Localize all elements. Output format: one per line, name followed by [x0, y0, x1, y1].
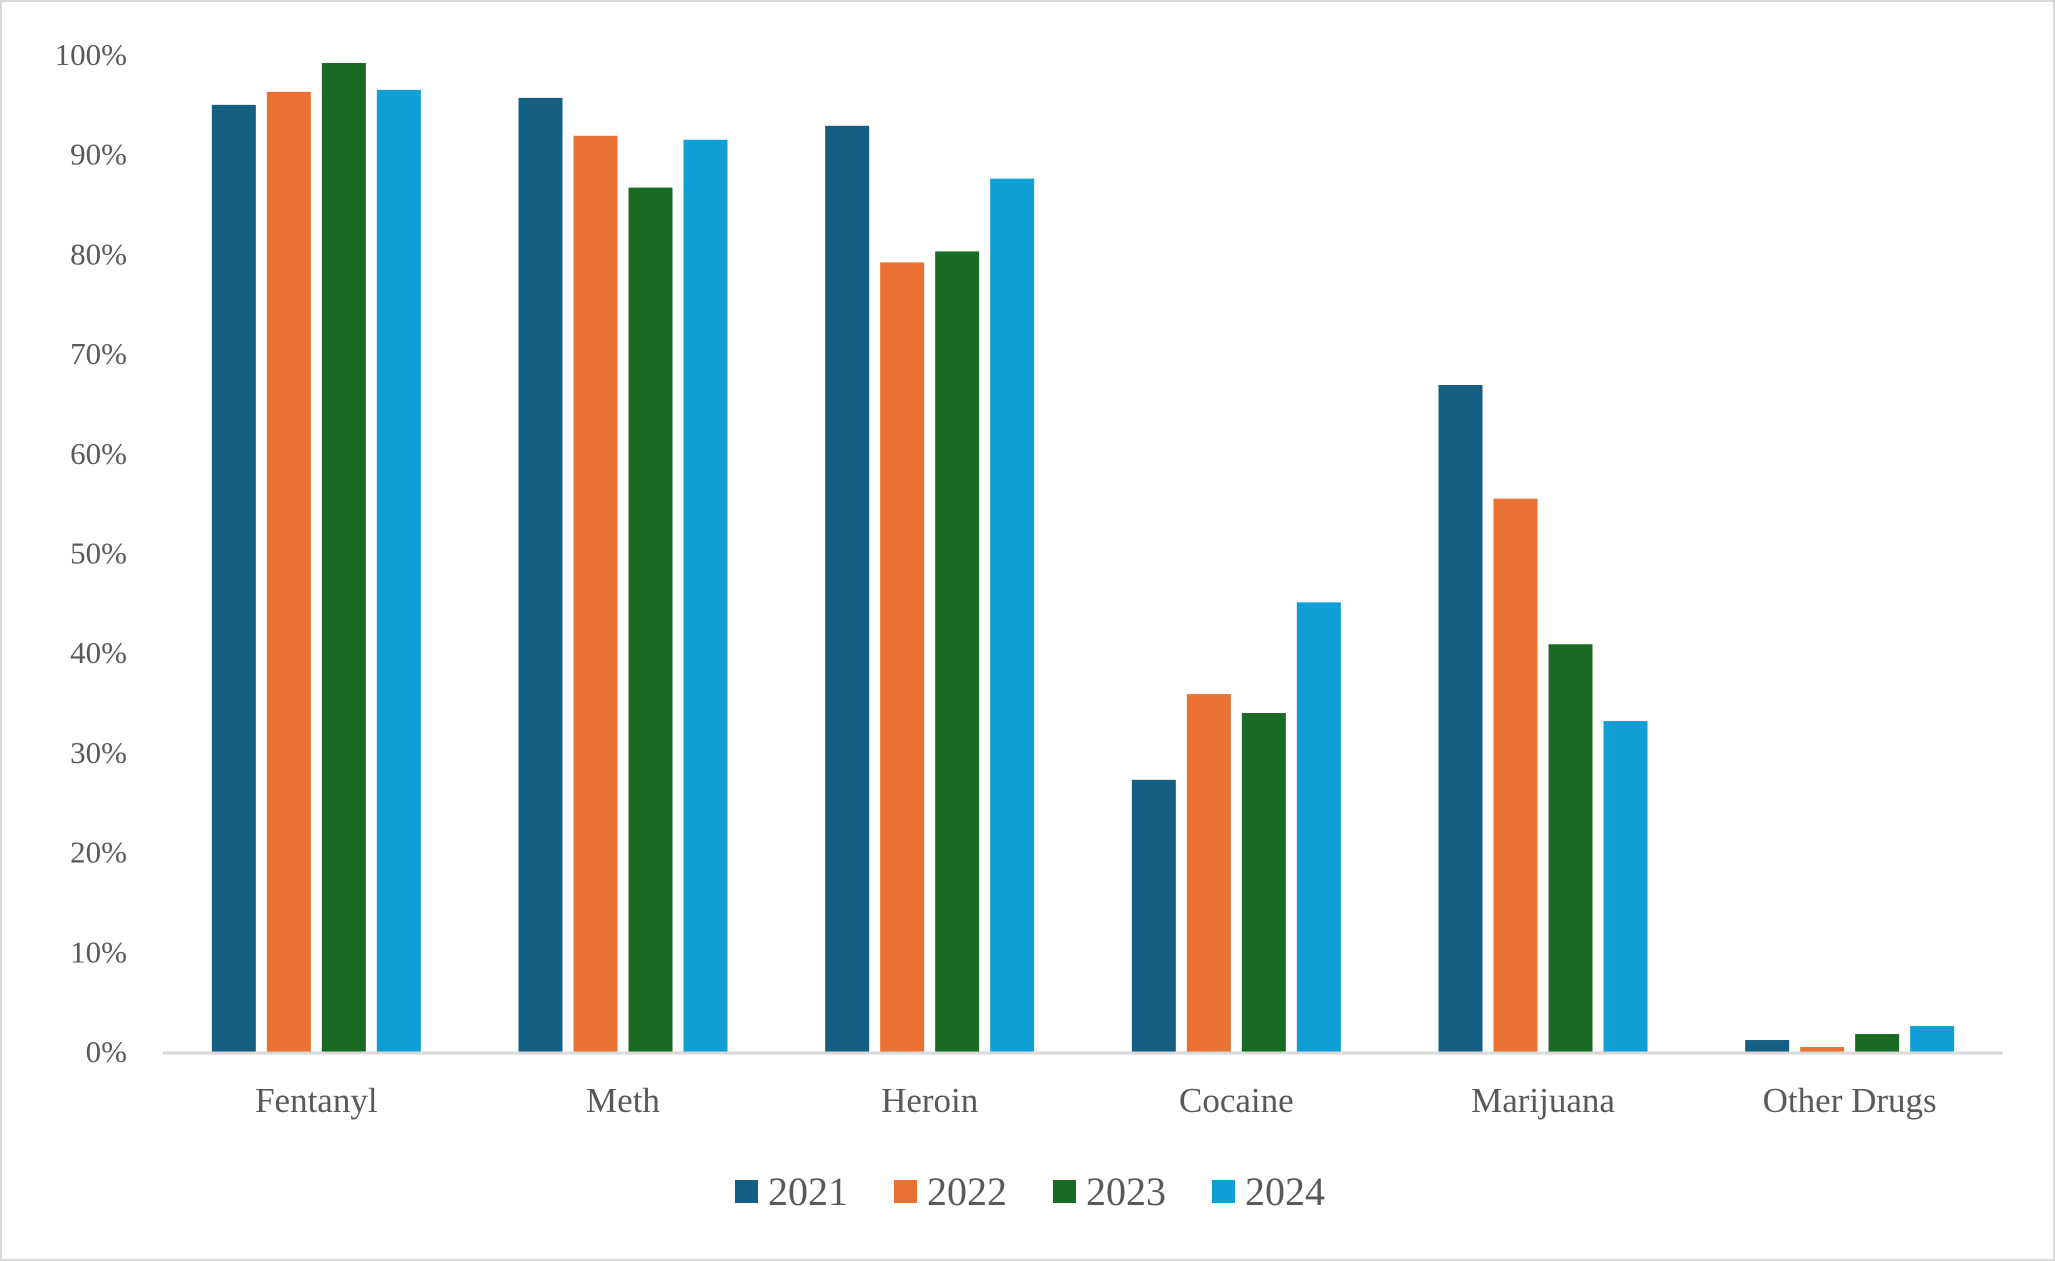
- bar-meth-2023: [628, 187, 673, 1052]
- legend-swatch-2021: [735, 1180, 758, 1203]
- bar-meth-2022: [573, 135, 618, 1052]
- legend-label-2023: 2023: [1086, 1169, 1166, 1214]
- bar-other-drugs-2021: [1745, 1040, 1790, 1052]
- y-tick-label: 100%: [55, 37, 127, 72]
- legend-swatch-2024: [1212, 1180, 1235, 1203]
- x-tick-label: Other Drugs: [1763, 1081, 1937, 1120]
- bar-cocaine-2022: [1186, 694, 1231, 1052]
- bar-meth-2021: [518, 97, 563, 1053]
- bar-fentanyl-2022: [266, 91, 311, 1053]
- y-tick-label: 0%: [86, 1034, 127, 1069]
- bar-meth-2024: [683, 139, 728, 1052]
- x-tick-label: Fentanyl: [255, 1081, 378, 1120]
- x-tick-label: Marijuana: [1471, 1081, 1615, 1120]
- legend-label-2024: 2024: [1245, 1169, 1325, 1214]
- bar-other-drugs-2022: [1800, 1047, 1845, 1052]
- bar-heroin-2023: [935, 251, 980, 1052]
- bar-heroin-2021: [825, 125, 870, 1053]
- bar-cocaine-2023: [1241, 713, 1286, 1052]
- y-tick-label: 50%: [70, 536, 127, 571]
- bar-fentanyl-2023: [321, 62, 366, 1052]
- bar-marijuana-2024: [1603, 720, 1648, 1052]
- y-tick-label: 10%: [70, 934, 127, 969]
- bar-heroin-2024: [990, 178, 1035, 1053]
- legend-label-2022: 2022: [927, 1169, 1007, 1214]
- bar-marijuana-2022: [1493, 498, 1538, 1052]
- y-tick-label: 60%: [70, 436, 127, 471]
- legend: 2021 2022 2023 2024: [735, 1169, 1325, 1214]
- bar-fentanyl-2021: [211, 104, 256, 1053]
- y-tick-label: 40%: [70, 635, 127, 670]
- legend-swatch-2023: [1053, 1180, 1076, 1203]
- bar-fentanyl-2024: [376, 89, 421, 1052]
- legend-swatch-2022: [894, 1180, 917, 1203]
- x-tick-label: Meth: [586, 1081, 660, 1120]
- y-tick-label: 70%: [70, 336, 127, 371]
- bar-marijuana-2021: [1438, 385, 1483, 1053]
- bar-other-drugs-2024: [1910, 1026, 1955, 1052]
- bar-heroin-2022: [880, 262, 925, 1053]
- x-tick-label: Heroin: [881, 1081, 978, 1120]
- bar-other-drugs-2023: [1855, 1034, 1900, 1052]
- bar-marijuana-2023: [1548, 644, 1593, 1052]
- x-tick-label: Cocaine: [1179, 1081, 1294, 1120]
- y-tick-label: 20%: [70, 835, 127, 870]
- bar-cocaine-2021: [1131, 779, 1176, 1052]
- y-tick-label: 30%: [70, 735, 127, 770]
- bar-cocaine-2024: [1296, 602, 1341, 1052]
- legend-label-2021: 2021: [768, 1169, 848, 1214]
- y-tick-label: 90%: [70, 137, 127, 172]
- x-axis-labels: Fentanyl Meth Heroin Cocaine Marijuana Other …: [255, 1081, 1937, 1120]
- y-axis-ticks: 0% 10% 20% 30% 40% 50% 60% 70% 80% 90% 100%: [55, 37, 127, 1069]
- bars: [211, 62, 1955, 1053]
- y-tick-label: 80%: [70, 236, 127, 271]
